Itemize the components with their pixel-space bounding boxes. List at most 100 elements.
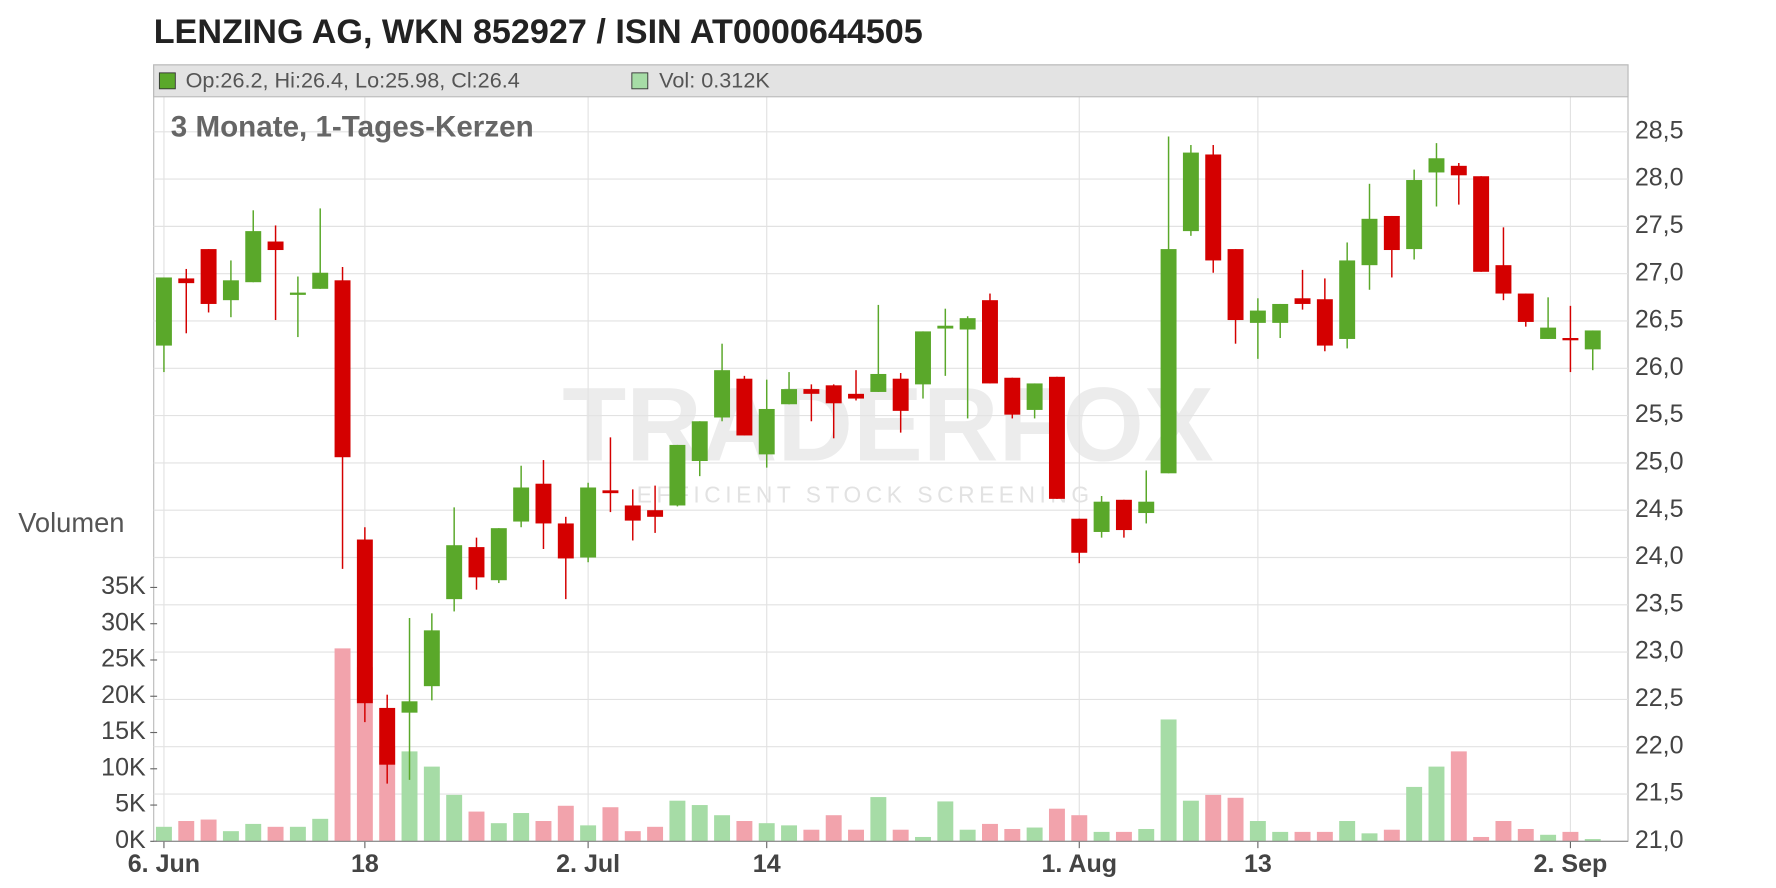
candle-body <box>1160 249 1177 474</box>
volume-bar <box>401 751 418 842</box>
y-tick-label: 24,0 <box>1635 542 1684 570</box>
volume-bar <box>825 815 842 842</box>
volume-bar <box>1093 831 1110 842</box>
candle-body <box>915 331 931 385</box>
volume-bar <box>982 823 998 842</box>
watermark-brand: TRADERFOX <box>562 366 1214 483</box>
y-tick-label: 22,5 <box>1635 684 1684 712</box>
volume-bar <box>602 807 619 842</box>
volume-bar <box>356 667 373 842</box>
candle-body <box>982 300 998 384</box>
volume-bar <box>1004 828 1021 842</box>
volume-bar <box>1071 815 1088 842</box>
candle-body <box>602 490 619 494</box>
volume-bar <box>848 829 864 842</box>
volume-bar <box>892 829 909 842</box>
candle-body <box>200 249 217 304</box>
volume-bar <box>736 821 753 842</box>
candle-body <box>1071 518 1088 553</box>
volume-bar <box>1584 839 1601 842</box>
volume-bar <box>580 825 597 842</box>
volume-bar <box>245 823 262 842</box>
volume-bar <box>423 766 440 842</box>
candle-body <box>669 444 686 506</box>
axes: 21,0 21,5 22,0 22,5 23,0 23,5 24,0 24,5 25,0 25,5… <box>101 116 1683 877</box>
legend-bar <box>153 64 1629 98</box>
candle-body <box>423 630 440 687</box>
volume-bar <box>714 815 731 842</box>
volume-bar <box>1562 831 1579 842</box>
candle-body <box>1115 499 1132 531</box>
candle-body <box>1406 180 1423 250</box>
y2-tick-label: 20K <box>101 681 146 709</box>
candle-body <box>401 701 418 713</box>
candle-body <box>1450 165 1467 176</box>
candle-body <box>959 318 976 330</box>
y-tick-label: 28,5 <box>1635 116 1684 144</box>
y-tick-label: 21,0 <box>1635 826 1684 854</box>
candle-body <box>1205 154 1222 261</box>
legend-label: Op:26.2, Hi:26.4, Lo:25.98, Cl:26.4 <box>186 68 520 93</box>
volume-bars <box>155 648 1601 842</box>
volume-bar <box>1115 831 1132 842</box>
legend-swatch <box>158 72 176 90</box>
candle-body <box>1138 501 1155 514</box>
candle-body <box>1361 218 1378 266</box>
candle-body <box>647 510 664 517</box>
candle-body <box>513 487 530 522</box>
chart-title: LENZING AG, WKN 852927 / ISIN AT00006445… <box>154 13 923 51</box>
watermark-tagline: EFFICIENT STOCK SCREENING <box>637 481 1094 507</box>
volume-bar <box>222 831 239 842</box>
volume-bar <box>624 831 641 842</box>
volume-bar <box>1517 828 1534 842</box>
volume-bar <box>312 818 329 842</box>
y-tick-label: 26,5 <box>1635 306 1684 334</box>
y-tick-label: 23,0 <box>1635 637 1684 665</box>
candle-body <box>1383 215 1400 251</box>
candle-body <box>714 370 731 418</box>
candle-body <box>1428 158 1445 173</box>
x-tick-label: 2. Sep <box>1534 850 1608 878</box>
candle-body <box>1562 338 1579 341</box>
y2-tick-label: 25K <box>101 645 146 673</box>
volume-bar <box>513 813 530 842</box>
volume-bar <box>1272 831 1289 842</box>
volume-bar <box>937 801 954 842</box>
candle-body <box>155 277 172 346</box>
y-tick-label: 22,0 <box>1635 731 1684 759</box>
candle-body <box>468 547 485 578</box>
volume-bar <box>1227 797 1244 842</box>
candle-body <box>580 487 597 558</box>
candle-body <box>222 280 239 301</box>
volume-bar <box>200 819 217 842</box>
legend-swatch <box>631 72 649 90</box>
y-tick-label: 21,5 <box>1635 779 1684 807</box>
volume-bar <box>959 829 976 842</box>
volume-bar <box>468 811 485 842</box>
x-tick-label: 13 <box>1244 850 1272 878</box>
candle-body <box>1249 310 1266 323</box>
candle-body <box>1182 152 1199 232</box>
volume-bar <box>915 836 931 842</box>
volume-bar <box>1361 833 1378 842</box>
candle-body <box>1339 260 1356 339</box>
candle-body <box>1540 327 1557 339</box>
volume-bar <box>334 648 351 842</box>
volume-bar <box>1540 834 1557 842</box>
candle-body <box>557 523 574 559</box>
volume-bar <box>1316 831 1333 842</box>
volume-bar <box>1160 719 1177 842</box>
candle-body <box>1272 303 1289 323</box>
candle-body <box>1473 176 1490 272</box>
volume-bar <box>379 747 396 842</box>
volume-bar <box>1294 831 1311 842</box>
candle-body <box>1517 293 1534 322</box>
volume-bar <box>781 825 798 842</box>
grid <box>153 96 1628 842</box>
volume-bar <box>178 821 195 842</box>
y-tick-label: 27,0 <box>1635 258 1684 286</box>
candle-body <box>1227 249 1244 321</box>
x-tick-label: 6. Jun <box>128 850 200 878</box>
volume-bar <box>1495 821 1512 842</box>
candle-body <box>245 231 262 283</box>
